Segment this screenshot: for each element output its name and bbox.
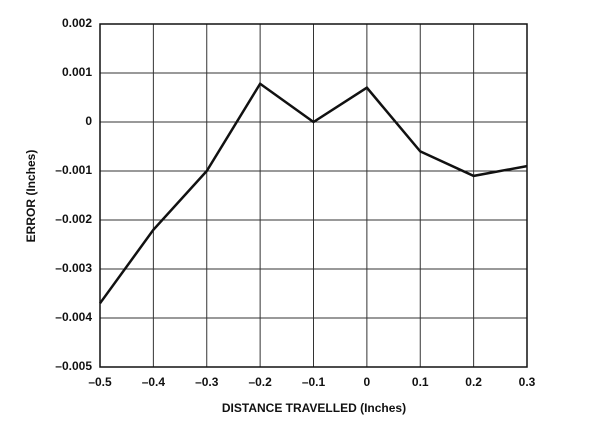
y-axis-title: ERROR (Inches) <box>24 150 38 243</box>
x-tick-label: –0.3 <box>195 375 219 389</box>
y-tick-label: –0.005 <box>55 359 92 373</box>
y-tick-label: 0.001 <box>62 65 92 79</box>
y-tick-label: –0.004 <box>55 310 92 324</box>
y-tick-label: –0.002 <box>55 212 92 226</box>
y-tick-label: –0.003 <box>55 261 92 275</box>
x-tick-label: –0.1 <box>302 375 326 389</box>
x-tick-label: 0.1 <box>412 375 429 389</box>
x-tick-label: –0.5 <box>88 375 112 389</box>
y-tick-label: 0 <box>85 114 92 128</box>
x-tick-label: 0.3 <box>519 375 536 389</box>
x-tick-label: 0 <box>364 375 371 389</box>
plot-border <box>99 23 528 368</box>
x-axis-title: DISTANCE TRAVELLED (Inches) <box>222 401 406 415</box>
y-tick-label: –0.001 <box>55 163 92 177</box>
x-tick-label: –0.4 <box>142 375 166 389</box>
x-tick-label: 0.2 <box>465 375 482 389</box>
y-tick-label: 0.002 <box>62 16 92 30</box>
x-tick-label: –0.2 <box>248 375 272 389</box>
data-line <box>98 81 528 305</box>
